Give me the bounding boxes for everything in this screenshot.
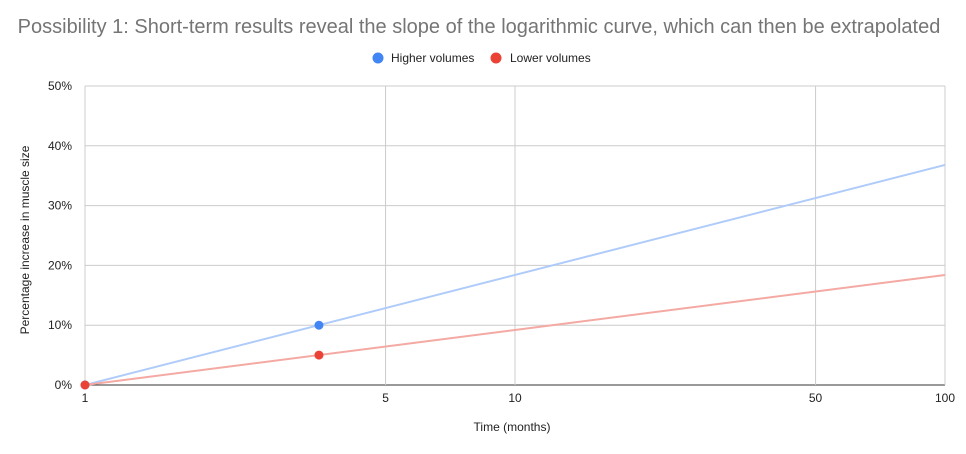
x-axis-label: Time (months) xyxy=(474,420,551,434)
legend-label-lower-volumes: Lower volumes xyxy=(510,51,591,65)
trendline-higher-volumes xyxy=(84,163,946,386)
legend-marker-higher-volumes xyxy=(372,52,384,64)
y-tick-label: 50% xyxy=(48,79,72,93)
gridlines xyxy=(84,85,946,386)
y-axis-ticks: 0% 10% 20% 30% 40% 50% xyxy=(48,79,72,392)
y-tick-label: 20% xyxy=(48,258,72,272)
y-tick-label: 10% xyxy=(48,318,72,332)
trendline-lower-volumes xyxy=(84,273,946,386)
y-axis-label: Percentage increase in muscle size xyxy=(18,145,32,334)
x-tick-label: 1 xyxy=(82,391,89,405)
x-tick-label: 100 xyxy=(935,391,955,405)
y-tick-label: 30% xyxy=(48,199,72,213)
plot-series xyxy=(80,163,946,390)
x-tick-label: 5 xyxy=(382,391,389,405)
data-point-lower-volumes xyxy=(80,380,90,390)
x-axis-ticks: 1 5 10 50 100 xyxy=(82,391,956,405)
data-point-higher-volumes xyxy=(314,320,324,330)
y-tick-label: 0% xyxy=(55,378,73,392)
legend-marker-lower-volumes xyxy=(490,52,502,64)
x-tick-label: 50 xyxy=(809,391,823,405)
x-tick-label: 10 xyxy=(508,391,522,405)
legend: Higher volumes Lower volumes xyxy=(372,51,591,65)
y-tick-label: 40% xyxy=(48,139,72,153)
data-point-lower-volumes xyxy=(314,350,324,360)
legend-label-higher-volumes: Higher volumes xyxy=(391,51,474,65)
chart-title: Possibility 1: Short-term results reveal… xyxy=(18,16,941,38)
